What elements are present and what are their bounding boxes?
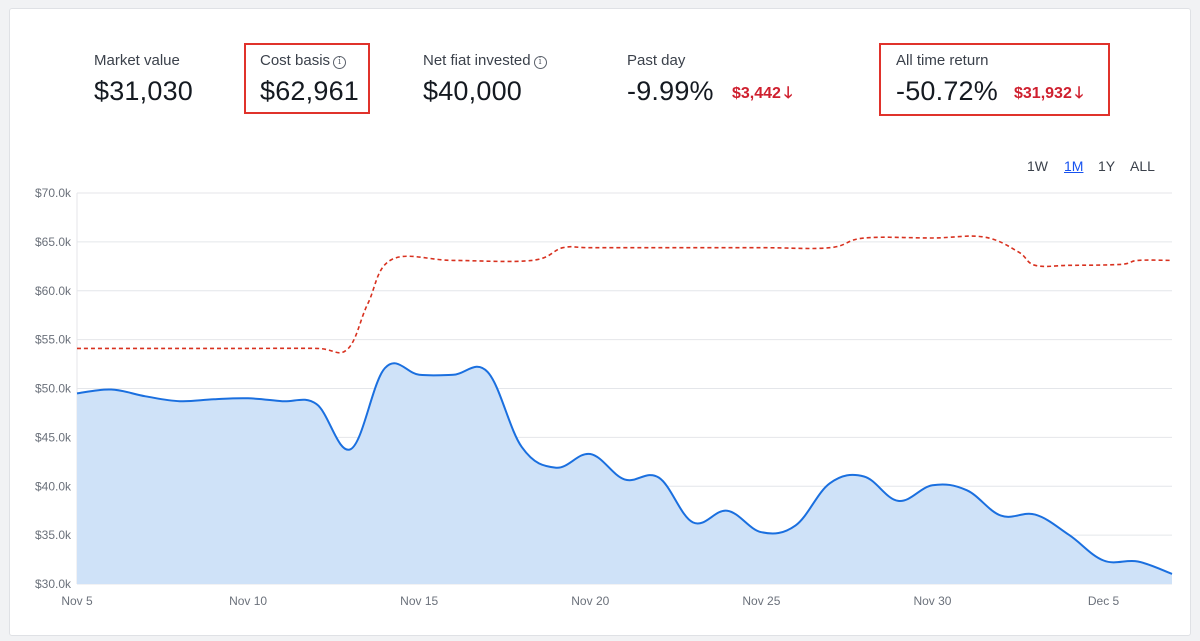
cost-basis-highlight-box [244, 43, 370, 114]
net-fiat-label: Net fiat invested [423, 52, 531, 69]
arrow-down-icon: 🡓 [1074, 85, 1084, 102]
x-tick-label: Dec 5 [1088, 594, 1120, 608]
all-time-return-highlight-box [879, 43, 1110, 116]
y-tick-label: $50.0k [35, 382, 72, 396]
net-fiat-value: $40,000 [423, 76, 522, 106]
y-tick-label: $65.0k [35, 235, 72, 249]
y-tick-label: $45.0k [35, 430, 72, 444]
cost-basis-value: $62,961 [260, 76, 359, 106]
all-time-return-change: $31,932 [1014, 85, 1072, 102]
past-day-label: Past day [627, 52, 686, 69]
x-tick-label: Nov 15 [400, 594, 438, 608]
all-time-return-value: -50.72% [896, 76, 998, 106]
cost-basis-line [77, 235, 1173, 354]
y-tick-label: $70.0k [35, 186, 72, 200]
y-tick-label: $60.0k [35, 284, 72, 298]
all-time-return-label: All time return [896, 52, 989, 69]
market-value-line [76, 362, 1173, 575]
x-tick-label: Nov 30 [913, 594, 951, 608]
range-1m-tab[interactable]: 1M [1064, 158, 1084, 174]
cost-basis-label: Cost basis [260, 52, 331, 69]
y-tick-label: $35.0k [35, 528, 72, 542]
y-tick-label: $30.0k [35, 577, 72, 591]
market-value-area [77, 363, 1172, 584]
past-day-change: $3,442 [732, 85, 781, 102]
past-day-value: -9.99% [627, 76, 714, 106]
x-tick-label: Nov 25 [742, 594, 780, 608]
range-all-tab[interactable]: ALL [1130, 158, 1155, 174]
range-1y-tab[interactable]: 1Y [1098, 158, 1116, 174]
arrow-down-icon: 🡓 [783, 85, 793, 102]
x-tick-label: Nov 5 [61, 594, 93, 608]
y-tick-label: $55.0k [35, 333, 72, 347]
info-icon[interactable]: i [533, 56, 547, 69]
market-value-label: Market value [94, 52, 180, 69]
x-tick-label: Nov 10 [229, 594, 267, 608]
x-tick-label: Nov 20 [571, 594, 609, 608]
info-icon[interactable]: i [333, 56, 347, 69]
y-tick-label: $40.0k [35, 479, 72, 493]
range-1w-tab[interactable]: 1W [1027, 158, 1048, 174]
market-value: $31,030 [94, 76, 193, 106]
